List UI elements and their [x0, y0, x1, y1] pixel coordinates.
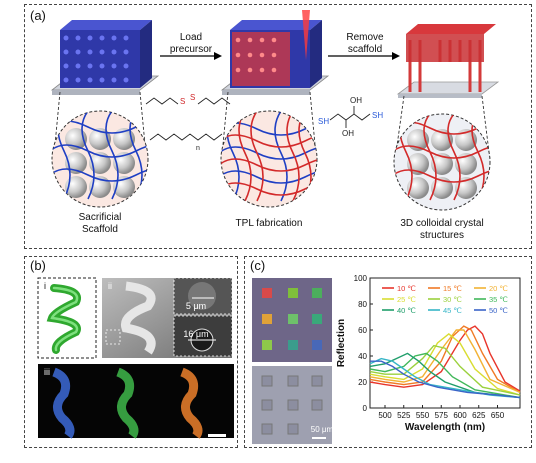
x-tick-label: 600 — [453, 411, 467, 420]
legend-label: 30 ℃ — [443, 295, 462, 304]
optical-micrographs — [252, 278, 332, 444]
legend-label: 25 ℃ — [397, 295, 416, 304]
chem-n: n — [196, 145, 200, 152]
step2-label-2: scaffold — [347, 44, 383, 55]
step2-label-1: Remove — [346, 32, 384, 43]
chem-sh-2: SH — [372, 111, 383, 120]
caption-tpl: TPL fabrication — [235, 218, 303, 229]
sem-image — [102, 277, 233, 358]
panel-b-label: (b) — [30, 258, 46, 273]
chem-s-1: S — [180, 97, 185, 106]
step1-label-2: precursor — [169, 44, 213, 55]
plot-frame — [369, 277, 521, 409]
caption-colloidal-2: structures — [420, 230, 464, 241]
x-tick-label: 625 — [472, 411, 486, 420]
series-line — [369, 325, 521, 392]
sub-label-ii: ii — [108, 281, 112, 291]
sub-label-iii: iii — [44, 367, 50, 377]
caption-colloidal-1: 3D colloidal crystal — [400, 218, 484, 229]
y-tick-label: 20 — [358, 378, 367, 387]
zoom-circle-scaffold — [51, 110, 149, 208]
caption-scaffold: Scaffold — [82, 224, 118, 235]
legend-label: 15 ℃ — [443, 284, 462, 293]
y-tick-label: 80 — [358, 300, 367, 309]
panel-c-label: (c) — [250, 258, 266, 273]
x-tick-label: 575 — [435, 411, 449, 420]
panel-c — [244, 256, 532, 448]
step1-label-1: Load — [179, 32, 203, 43]
helix-model-image — [37, 277, 97, 359]
series-line — [370, 360, 521, 399]
x-tick-label: 650 — [491, 411, 505, 420]
series-line — [369, 344, 521, 396]
series-line — [369, 352, 521, 399]
legend-label: 45 ℃ — [443, 306, 462, 315]
caption-sacrificial: Sacrificial — [78, 212, 122, 223]
legend-label: 10 ℃ — [397, 284, 416, 293]
x-tick-label: 550 — [416, 411, 430, 420]
chem-sh-1: SH — [318, 117, 329, 126]
scale-16um: 16 μm — [183, 329, 209, 339]
panel-a-illustration: S S n OH OH SH SH — [50, 10, 500, 211]
y-tick-label: 40 — [358, 352, 367, 361]
legend-label: 50 ℃ — [489, 306, 508, 315]
chem-oh-1: OH — [350, 96, 362, 105]
scale-50um: 50 μm — [310, 425, 334, 434]
colloidal-structure-block — [396, 24, 500, 98]
series-line — [369, 332, 521, 396]
series-line — [369, 352, 521, 399]
panel-a — [24, 4, 532, 249]
panel-a-label: (a) — [30, 8, 46, 23]
y-tick-label: 60 — [358, 326, 367, 335]
legend-label: 20 ℃ — [489, 284, 508, 293]
x-tick-label: 500 — [378, 411, 392, 420]
chemical-structures — [145, 97, 371, 141]
y-tick-label: 0 — [363, 404, 368, 413]
zoom-circle-tpl — [220, 110, 318, 208]
zoom-circle-colloidal — [393, 113, 491, 211]
series-line — [369, 329, 521, 394]
legend-label: 35 ℃ — [489, 295, 508, 304]
panel-b — [24, 256, 238, 448]
sacrificial-scaffold-block — [50, 20, 160, 95]
chem-s-2: S — [190, 93, 195, 102]
fluorescence-image — [38, 364, 234, 439]
panel-b-images — [37, 277, 234, 439]
chem-oh-2: OH — [342, 129, 354, 138]
scale-5um: 5 μm — [185, 301, 207, 311]
reflection-chart: 500 525 550 575 600 625 650 0 20 40 60 80 100 Wavelen… — [336, 274, 521, 433]
y-axis-label: Reflection — [336, 319, 347, 367]
tpl-fabrication-block — [220, 10, 330, 95]
x-axis-label: Wavelength (nm) — [405, 422, 485, 433]
legend-label: 40 ℃ — [397, 306, 416, 315]
sub-label-i: i — [44, 281, 46, 291]
x-tick-label: 525 — [397, 411, 411, 420]
y-tick-label: 100 — [354, 274, 368, 283]
